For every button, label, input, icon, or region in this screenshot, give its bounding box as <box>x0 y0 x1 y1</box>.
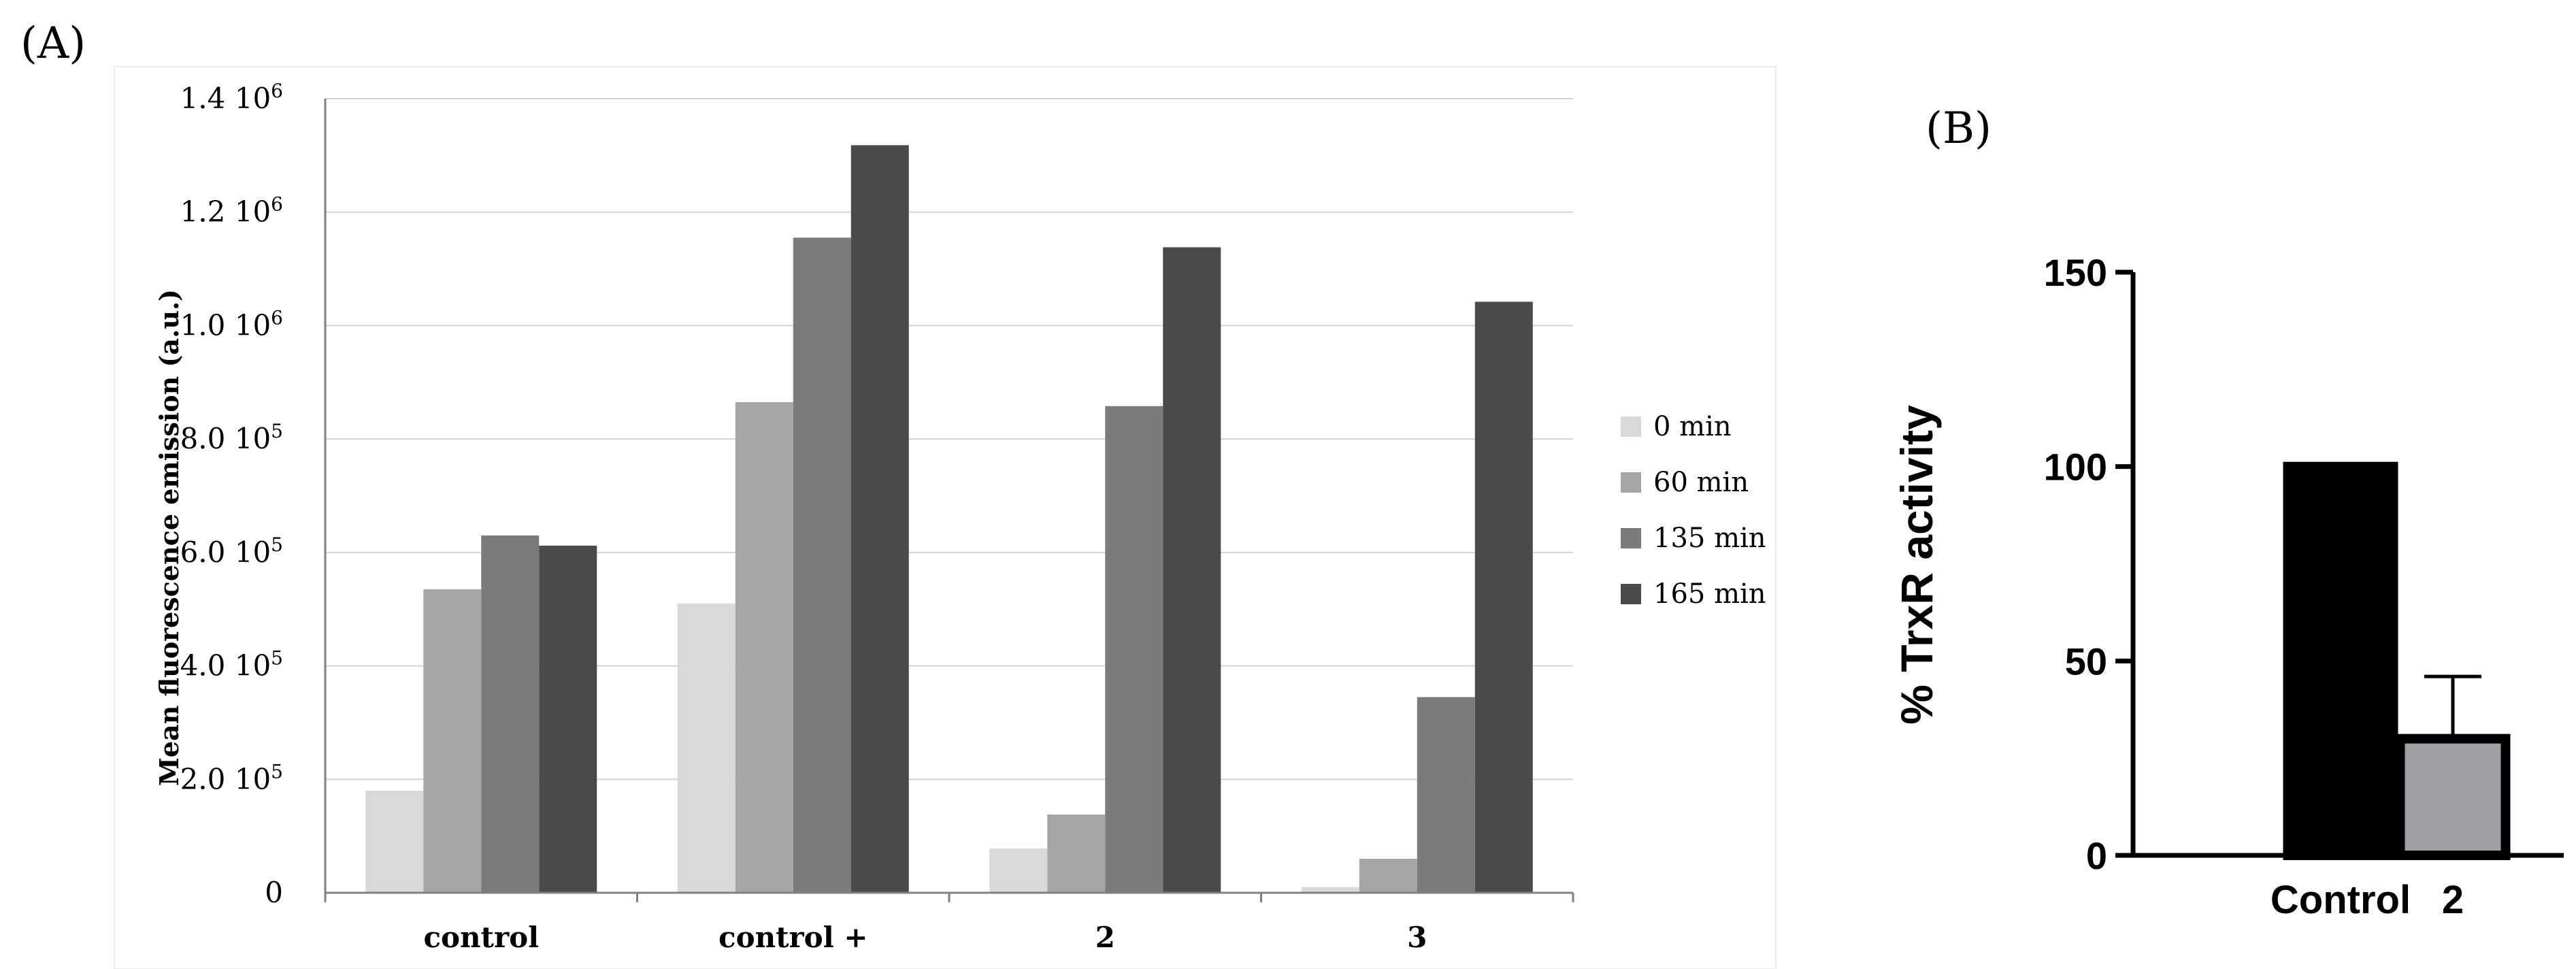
panel-b-y-axis-label: % TrxR activity <box>1892 405 1942 725</box>
panel-a-y-tick-labels: 0 2.0 105 4.0 105 6.0 105 8.0 105 1.0 106 1.2 … <box>180 80 283 910</box>
y-tick-label: 100 <box>2044 446 2107 489</box>
y-tick-label: 0 <box>2086 834 2107 877</box>
x-tick-label: 2 <box>1095 921 1115 954</box>
x-tick-label: control <box>423 921 539 954</box>
y-tick-label: 1.0 106 <box>180 306 283 342</box>
bar <box>677 603 736 893</box>
bar <box>1163 247 1221 893</box>
legend-label: 135 min <box>1653 523 1766 554</box>
panel-b-y-tick-labels: 0 50 100 150 <box>2044 251 2107 877</box>
panel-a-axes <box>324 99 1574 902</box>
bar <box>539 545 597 893</box>
y-tick-label: 0 <box>265 876 283 909</box>
y-tick-label: 150 <box>2044 251 2107 294</box>
x-tick-label: Control <box>2270 878 2411 922</box>
bar <box>1417 697 1475 893</box>
panel-b-x-tick-labels: Control 2 <box>2270 878 2464 922</box>
panel-a-bars <box>365 145 1533 893</box>
y-tick-label: 50 <box>2065 640 2107 683</box>
bar <box>793 237 851 893</box>
bar <box>735 401 793 893</box>
bar <box>2395 734 2511 860</box>
bar <box>1047 814 1106 893</box>
y-tick-exponent: 6 <box>271 193 283 215</box>
legend-swatch <box>1621 528 1641 548</box>
y-tick-label: 8.0 105 <box>180 420 283 456</box>
panel-b-axes <box>2115 269 2564 858</box>
y-tick-label: 1.2 106 <box>180 193 283 229</box>
bar <box>481 535 540 893</box>
bar <box>1105 406 1163 893</box>
x-tick-label: control + <box>719 921 868 954</box>
legend-swatch <box>1621 416 1641 437</box>
y-tick-label: 6.0 105 <box>180 533 283 569</box>
bar <box>989 848 1048 893</box>
bar <box>1301 887 1359 893</box>
bar <box>365 790 424 893</box>
panel-a-legend: 0 min 60 min 135 min 165 min <box>1621 411 1766 610</box>
panel-a-x-tick-labels: control control + 2 3 <box>423 921 1427 954</box>
legend-swatch <box>1621 584 1641 604</box>
bar <box>2283 461 2398 860</box>
y-tick-exponent: 5 <box>271 420 283 442</box>
panel-a-label: (A) <box>20 18 86 69</box>
y-tick-exponent: 5 <box>271 760 283 783</box>
y-tick-label: 1.4 106 <box>180 80 283 116</box>
panel-a-y-axis-label: Mean fluorescence emission (a.u.) <box>154 289 184 786</box>
y-tick-exponent: 6 <box>271 306 283 329</box>
panel-b-label: (B) <box>1926 103 1992 154</box>
bar <box>851 145 909 893</box>
x-tick-label: 2 <box>2442 878 2464 922</box>
y-tick-label: 2.0 105 <box>180 760 283 796</box>
legend-label: 165 min <box>1653 578 1766 610</box>
legend-label: 0 min <box>1653 411 1732 442</box>
bar <box>423 589 482 893</box>
panel-a: (A) 0 2.0 105 4.0 105 6.0 105 8.0 105 1.0 106… <box>20 18 1777 969</box>
legend-label: 60 min <box>1653 467 1749 498</box>
legend-swatch <box>1621 472 1641 493</box>
panel-b-bars <box>2283 461 2511 860</box>
bar <box>1359 858 1417 893</box>
y-tick-label: 4.0 105 <box>180 646 283 683</box>
x-tick-label: 3 <box>1407 921 1427 954</box>
y-tick-exponent: 6 <box>271 80 283 102</box>
bar <box>1474 301 1533 893</box>
panel-b: (B) 0 50 100 150 Control 2 % TrxR activity <box>1892 103 2564 922</box>
y-tick-exponent: 5 <box>271 533 283 555</box>
y-tick-exponent: 5 <box>271 646 283 669</box>
